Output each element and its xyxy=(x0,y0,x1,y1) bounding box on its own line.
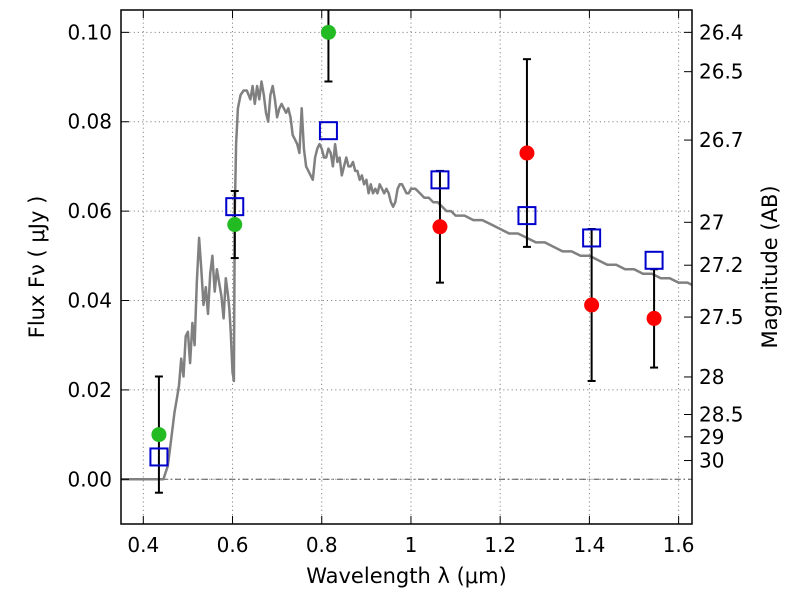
y-tick-label: 0.06 xyxy=(67,199,112,223)
grid xyxy=(121,10,692,524)
y2-tick-label: 27 xyxy=(699,210,724,234)
y-axis-label: Flux Fν ( μJy ) xyxy=(25,196,49,339)
axis-ticks: 0.4 0.6 0.8 1 1.2 1.4 1.6 0.00 0.02 0.04 0.06 0.08 0… xyxy=(67,10,744,557)
x-tick-label: 0.4 xyxy=(127,533,159,557)
x-tick-label: 1.6 xyxy=(663,533,695,557)
x-tick-label: 0.6 xyxy=(217,533,249,557)
observed-point xyxy=(646,310,662,326)
y-tick-label: 0.08 xyxy=(67,110,112,134)
y2-tick-label: 27.2 xyxy=(699,253,744,277)
model-band-square xyxy=(582,228,602,248)
observed-point xyxy=(227,217,243,233)
model-sed-line xyxy=(121,80,692,481)
y-tick-label: 0.04 xyxy=(67,289,112,313)
y2-tick-label: 26.5 xyxy=(699,60,744,84)
observed-point xyxy=(584,297,600,313)
x-tick-label: 1.4 xyxy=(573,533,605,557)
y2-axis-label: Magnitude (AB) xyxy=(758,185,782,348)
y-tick-label: 0.00 xyxy=(67,467,112,491)
model-band-square xyxy=(225,197,245,217)
observed-point xyxy=(151,427,167,443)
model-band-square xyxy=(318,121,338,141)
y2-tick-label: 29 xyxy=(699,425,724,449)
model-band-square xyxy=(644,250,664,270)
y-tick-label: 0.10 xyxy=(67,20,112,44)
x-axis-label: Wavelength λ (μm) xyxy=(306,564,507,588)
data-marks xyxy=(121,10,692,494)
y2-tick-label: 26.4 xyxy=(699,20,744,44)
model-band-square xyxy=(517,206,537,226)
y2-tick-label: 30 xyxy=(699,449,724,473)
observed-point xyxy=(320,24,336,40)
observed-point xyxy=(519,145,535,161)
y2-tick-label: 28.5 xyxy=(699,402,744,426)
model-band-square xyxy=(149,447,169,467)
y2-tick-label: 26.7 xyxy=(699,128,744,152)
y-tick-label: 0.02 xyxy=(67,378,112,402)
x-tick-label: 0.8 xyxy=(306,533,338,557)
observed-point xyxy=(432,219,448,235)
y2-tick-label: 27.5 xyxy=(699,305,744,329)
model-band-square xyxy=(430,170,450,190)
x-tick-label: 1.2 xyxy=(484,533,516,557)
x-tick-label: 1 xyxy=(405,533,418,557)
plot-frame xyxy=(120,9,693,525)
y2-tick-label: 28 xyxy=(699,365,724,389)
